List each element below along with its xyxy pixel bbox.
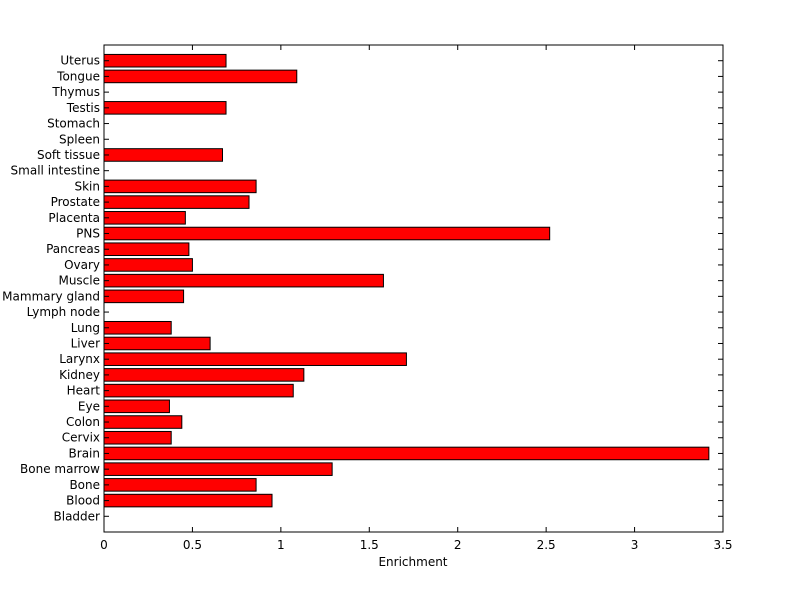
y-tick-label: Tongue — [56, 69, 100, 83]
y-tick-label: PNS — [76, 227, 100, 241]
y-tick-label: Small intestine — [11, 164, 100, 178]
x-tick-label: 1.5 — [360, 538, 379, 552]
y-tick-label: Mammary gland — [2, 289, 100, 303]
bar-muscle — [103, 273, 384, 288]
x-tick-label: 3.5 — [713, 538, 732, 552]
y-tick-label: Liver — [71, 336, 101, 350]
y-tick-label: Stomach — [47, 117, 100, 131]
y-tick-label: Blood — [66, 494, 100, 508]
y-tick-label: Heart — [67, 384, 101, 398]
y-tick-label: Lung — [71, 321, 100, 335]
x-tick-label: 2.5 — [537, 538, 556, 552]
x-axis-label: Enrichment — [378, 555, 447, 569]
y-tick-label: Pancreas — [46, 242, 100, 256]
bar-larynx — [103, 352, 407, 366]
bar-pancreas — [103, 242, 190, 257]
y-tick-label: Prostate — [51, 195, 100, 209]
bar-brain — [103, 446, 710, 461]
y-tick-label: Bone — [69, 478, 100, 492]
y-tick-label: Thymus — [51, 85, 100, 99]
x-tick-label: 1 — [277, 538, 285, 552]
y-tick-label: Testis — [66, 101, 100, 115]
bar-uterus — [103, 53, 227, 68]
bar-tongue — [103, 69, 298, 84]
plot-frame — [103, 44, 724, 533]
y-tick-label: Spleen — [59, 132, 100, 146]
bar-soft-tissue — [103, 148, 223, 162]
bar-heart — [103, 383, 294, 398]
y-tick-label: Colon — [66, 415, 100, 429]
y-tick-label: Kidney — [59, 368, 100, 382]
y-tick-label: Muscle — [58, 274, 100, 288]
y-tick-label: Lymph node — [27, 305, 100, 319]
bar-prostate — [103, 195, 250, 209]
y-tick-label: Skin — [74, 179, 100, 193]
bar-placenta — [103, 211, 186, 225]
bar-blood — [103, 493, 273, 508]
x-tick-label: 3 — [631, 538, 639, 552]
x-tick-label: 2 — [454, 538, 462, 552]
bar-skin — [103, 179, 257, 194]
y-tick-label: Bone marrow — [20, 462, 100, 476]
y-tick-label: Soft tissue — [37, 148, 100, 162]
y-tick-label: Eye — [78, 399, 100, 413]
y-tick-label: Ovary — [64, 258, 100, 272]
bar-kidney — [103, 368, 305, 382]
bar-bone — [103, 478, 257, 492]
y-tick-label: Uterus — [60, 54, 100, 68]
ticks-layer — [103, 45, 724, 532]
y-tick-label: Bladder — [54, 509, 101, 523]
bar-cervix — [103, 430, 172, 445]
y-tick-label: Placenta — [48, 211, 100, 225]
bar-lung — [103, 320, 172, 335]
bar-liver — [103, 336, 211, 351]
bar-bone-marrow — [103, 462, 333, 476]
x-tick-label: 0.5 — [183, 538, 202, 552]
bar-ovary — [103, 258, 193, 272]
bar-mammary-gland — [103, 289, 185, 304]
x-tick-label: 0 — [100, 538, 108, 552]
bar-colon — [103, 415, 183, 429]
y-tick-label: Cervix — [62, 431, 100, 445]
y-tick-label: Brain — [69, 446, 100, 460]
y-tick-label: Larynx — [59, 352, 100, 366]
bar-testis — [103, 101, 227, 115]
bar-pns — [103, 226, 551, 241]
bar-eye — [103, 399, 170, 414]
